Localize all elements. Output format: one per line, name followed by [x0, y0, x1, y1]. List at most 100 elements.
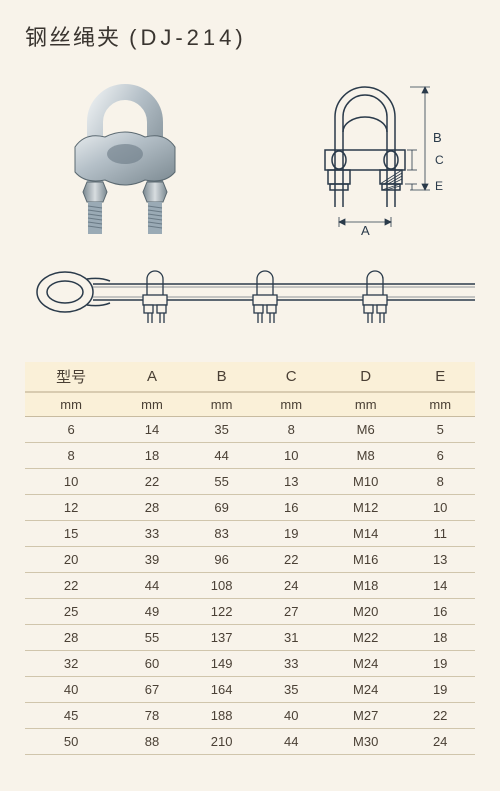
- table-row: 254912227M2016: [25, 599, 475, 625]
- table-row: 285513731M2218: [25, 625, 475, 651]
- unit-header: mm: [326, 392, 405, 417]
- table-cell: M24: [326, 651, 405, 677]
- table-cell: 6: [405, 443, 475, 469]
- table-cell: 50: [25, 729, 117, 755]
- table-cell: 122: [187, 599, 257, 625]
- dim-b-label: B: [433, 130, 442, 145]
- table-row: 406716435M2419: [25, 677, 475, 703]
- table-cell: 164: [187, 677, 257, 703]
- table-cell: 12: [25, 495, 117, 521]
- diagram-row: A B C E: [25, 67, 475, 247]
- product-photo: [25, 72, 225, 242]
- table-cell: 188: [187, 703, 257, 729]
- table-cell: M18: [326, 573, 405, 599]
- column-header: C: [256, 362, 326, 392]
- table-cell: 24: [405, 729, 475, 755]
- table-row: 508821044M3024: [25, 729, 475, 755]
- table-cell: 39: [117, 547, 187, 573]
- table-cell: 18: [117, 443, 187, 469]
- table-cell: 78: [117, 703, 187, 729]
- table-row: 224410824M1814: [25, 573, 475, 599]
- table-cell: 83: [187, 521, 257, 547]
- table-cell: 149: [187, 651, 257, 677]
- table-cell: 22: [405, 703, 475, 729]
- table-cell: 40: [256, 703, 326, 729]
- table-cell: 44: [117, 573, 187, 599]
- table-body: 614358M658184410M8610225513M10812286916M…: [25, 417, 475, 755]
- table-cell: 19: [405, 677, 475, 703]
- table-cell: 13: [405, 547, 475, 573]
- table-cell: M30: [326, 729, 405, 755]
- product-code: (DJ-214): [129, 25, 247, 50]
- table-cell: 14: [117, 417, 187, 443]
- table-cell: 27: [256, 599, 326, 625]
- table-cell: 108: [187, 573, 257, 599]
- unit-header: mm: [256, 392, 326, 417]
- page-title: 钢丝绳夹 (DJ-214): [25, 20, 475, 52]
- table-cell: 55: [187, 469, 257, 495]
- table-cell: 32: [25, 651, 117, 677]
- table-cell: 10: [25, 469, 117, 495]
- table-cell: 11: [405, 521, 475, 547]
- table-cell: 31: [256, 625, 326, 651]
- table-cell: 10: [256, 443, 326, 469]
- table-cell: 13: [256, 469, 326, 495]
- table-cell: 55: [117, 625, 187, 651]
- table-cell: 8: [256, 417, 326, 443]
- table-cell: 35: [187, 417, 257, 443]
- table-cell: 22: [25, 573, 117, 599]
- table-cell: 210: [187, 729, 257, 755]
- table-cell: 18: [405, 625, 475, 651]
- table-header: 型号ABCDE mmmmmmmmmmmm: [25, 362, 475, 417]
- table-cell: 10: [405, 495, 475, 521]
- table-cell: 20: [25, 547, 117, 573]
- table-cell: 44: [256, 729, 326, 755]
- table-row: 457818840M2722: [25, 703, 475, 729]
- table-cell: M10: [326, 469, 405, 495]
- table-cell: 60: [117, 651, 187, 677]
- table-cell: 88: [117, 729, 187, 755]
- column-header: A: [117, 362, 187, 392]
- column-header: B: [187, 362, 257, 392]
- table-cell: 14: [405, 573, 475, 599]
- table-cell: 24: [256, 573, 326, 599]
- table-cell: M14: [326, 521, 405, 547]
- table-cell: 22: [256, 547, 326, 573]
- table-cell: 5: [405, 417, 475, 443]
- technical-drawing: A B C E: [295, 72, 475, 242]
- table-cell: 49: [117, 599, 187, 625]
- table-cell: 137: [187, 625, 257, 651]
- dim-c-label: C: [435, 153, 444, 167]
- spec-table: 型号ABCDE mmmmmmmmmmmm 614358M658184410M86…: [25, 362, 475, 755]
- table-cell: M24: [326, 677, 405, 703]
- table-cell: 16: [256, 495, 326, 521]
- column-header: E: [405, 362, 475, 392]
- dim-a-label: A: [361, 223, 370, 238]
- table-cell: 33: [256, 651, 326, 677]
- table-row: 10225513M108: [25, 469, 475, 495]
- table-cell: 6: [25, 417, 117, 443]
- table-cell: 69: [187, 495, 257, 521]
- table-cell: M20: [326, 599, 405, 625]
- table-cell: 67: [117, 677, 187, 703]
- table-cell: 19: [256, 521, 326, 547]
- table-cell: 15: [25, 521, 117, 547]
- table-cell: 44: [187, 443, 257, 469]
- column-header: 型号: [25, 362, 117, 392]
- table-cell: M12: [326, 495, 405, 521]
- unit-header: mm: [25, 392, 117, 417]
- table-cell: 8: [25, 443, 117, 469]
- table-cell: 35: [256, 677, 326, 703]
- unit-header: mm: [117, 392, 187, 417]
- title-text: 钢丝绳夹: [25, 25, 121, 50]
- table-cell: 45: [25, 703, 117, 729]
- table-cell: 8: [405, 469, 475, 495]
- unit-header: mm: [405, 392, 475, 417]
- table-row: 614358M65: [25, 417, 475, 443]
- table-cell: M6: [326, 417, 405, 443]
- table-cell: 22: [117, 469, 187, 495]
- table-row: 15338319M1411: [25, 521, 475, 547]
- table-cell: 16: [405, 599, 475, 625]
- table-cell: 96: [187, 547, 257, 573]
- table-cell: 25: [25, 599, 117, 625]
